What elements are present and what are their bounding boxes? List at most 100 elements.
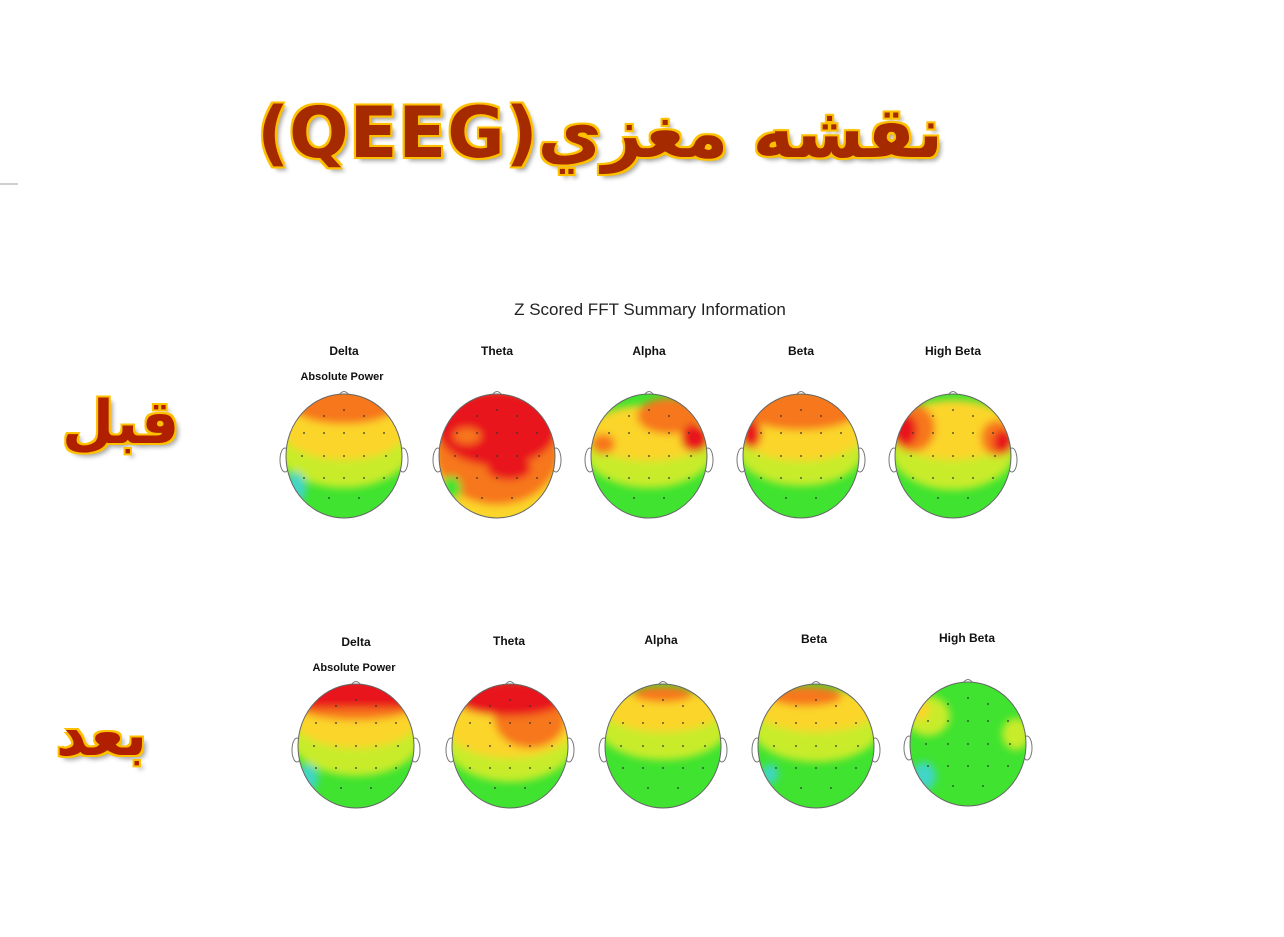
after-label: بعد (56, 700, 148, 770)
electrode-dot (375, 745, 377, 747)
electrode-dot (489, 745, 491, 747)
topomap-delta-after (291, 681, 421, 809)
electrode-dot (982, 785, 984, 787)
band-label-highbeta-after: High Beta (938, 631, 995, 645)
electrode-dot (642, 767, 644, 769)
electrode-dot (551, 745, 553, 747)
electrode-dot (682, 722, 684, 724)
electrode-dot (456, 432, 458, 434)
electrode-dot (688, 432, 690, 434)
electrode-dot (840, 432, 842, 434)
electrode-dot (775, 767, 777, 769)
electrode-dot (855, 722, 857, 724)
electrode-dot (947, 765, 949, 767)
electrode-dot (323, 415, 325, 417)
electrode-dot (682, 745, 684, 747)
electrode-dot (358, 497, 360, 499)
electrode-dot (343, 432, 345, 434)
electrode-dot (648, 432, 650, 434)
electrode-dot (688, 477, 690, 479)
electrode-dot (835, 705, 837, 707)
subtitle-before: Absolute Power (300, 371, 384, 383)
electrode-dot (303, 477, 305, 479)
electrode-dot (952, 785, 954, 787)
electrode-dot (967, 743, 969, 745)
electrode-dot (967, 497, 969, 499)
electrode-dot (328, 497, 330, 499)
electrode-dot (795, 705, 797, 707)
electrode-dot (363, 432, 365, 434)
electrode-dot (952, 455, 954, 457)
electrode-dot (628, 455, 630, 457)
electrode-dot (608, 432, 610, 434)
electrode-dot (454, 455, 456, 457)
electrode-dot (301, 455, 303, 457)
electrode-dot (1007, 765, 1009, 767)
electrode-dot (549, 722, 551, 724)
electrode-dot (496, 432, 498, 434)
electrode-dot (323, 432, 325, 434)
electrode-dot (467, 745, 469, 747)
electrode-dot (524, 787, 526, 789)
electrode-dot (303, 432, 305, 434)
electrode-dot (820, 455, 822, 457)
electrode-dot (323, 455, 325, 457)
electrode-dot (952, 432, 954, 434)
electrode-dot (343, 477, 345, 479)
electrode-dot (702, 767, 704, 769)
electrode-dot (335, 722, 337, 724)
electrode-dot (355, 745, 357, 747)
electrode-dot (469, 767, 471, 769)
band-label-theta-after: Theta (492, 634, 525, 648)
electrode-dot (987, 743, 989, 745)
electrode-dot (987, 703, 989, 705)
electrode-dot (815, 722, 817, 724)
electrode-dot (511, 497, 513, 499)
electrode-dot (343, 455, 345, 457)
electrode-dot (456, 477, 458, 479)
electrode-dot (780, 415, 782, 417)
electrode-dot (355, 699, 357, 701)
electrode-dot (628, 477, 630, 479)
electrode-dot (335, 745, 337, 747)
electrode-dot (925, 743, 927, 745)
electrode-dot (800, 455, 802, 457)
electrode-dot (800, 432, 802, 434)
electrode-dot (536, 477, 538, 479)
electrode-dot (496, 455, 498, 457)
electrode-dot (702, 722, 704, 724)
electrode-dot (476, 477, 478, 479)
topomap-highbeta-after (903, 679, 1033, 807)
electrode-dot (648, 455, 650, 457)
electrode-dot (932, 415, 934, 417)
electrode-dot (662, 745, 664, 747)
electrode-dot (780, 455, 782, 457)
electrode-dot (992, 432, 994, 434)
electrode-dot (840, 477, 842, 479)
electrode-dot (972, 432, 974, 434)
electrode-dot (642, 745, 644, 747)
electrode-dot (677, 787, 679, 789)
electrode-dot (375, 722, 377, 724)
electrode-dot (758, 455, 760, 457)
band-label-delta-before: Delta (329, 344, 359, 358)
electrode-dot (992, 477, 994, 479)
electrode-dot (496, 477, 498, 479)
electrode-dot (370, 787, 372, 789)
electrode-dot (335, 767, 337, 769)
electrode-dot (516, 415, 518, 417)
electrode-dot (932, 477, 934, 479)
electrode-dot (800, 409, 802, 411)
electrode-dot (375, 767, 377, 769)
electrode-dot (820, 415, 822, 417)
electrode-dot (628, 432, 630, 434)
electrode-dot (952, 409, 954, 411)
electrode-dot (815, 767, 817, 769)
electrode-dot (340, 787, 342, 789)
electrode-dot (760, 432, 762, 434)
electrode-dot (633, 497, 635, 499)
electrode-dot (608, 477, 610, 479)
electrode-dot (355, 722, 357, 724)
band-label-alpha-before: Alpha (632, 344, 666, 358)
electrode-dot (647, 787, 649, 789)
